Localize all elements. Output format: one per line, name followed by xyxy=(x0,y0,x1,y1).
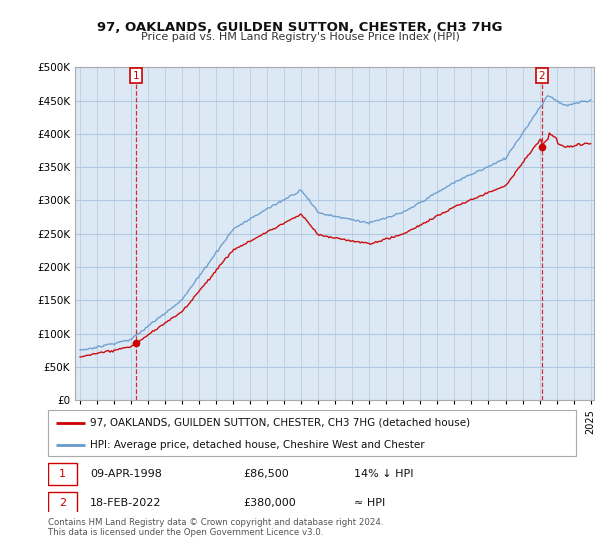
Text: 2: 2 xyxy=(538,71,545,81)
Text: 18-FEB-2022: 18-FEB-2022 xyxy=(90,498,162,508)
Text: 1: 1 xyxy=(59,469,66,479)
Text: 1: 1 xyxy=(133,71,139,81)
Text: £380,000: £380,000 xyxy=(244,498,296,508)
Text: 97, OAKLANDS, GUILDEN SUTTON, CHESTER, CH3 7HG (detached house): 97, OAKLANDS, GUILDEN SUTTON, CHESTER, C… xyxy=(90,418,470,428)
Text: 97, OAKLANDS, GUILDEN SUTTON, CHESTER, CH3 7HG: 97, OAKLANDS, GUILDEN SUTTON, CHESTER, C… xyxy=(97,21,503,34)
Text: 14% ↓ HPI: 14% ↓ HPI xyxy=(354,469,414,479)
Text: Contains HM Land Registry data © Crown copyright and database right 2024.
This d: Contains HM Land Registry data © Crown c… xyxy=(48,518,383,538)
Text: HPI: Average price, detached house, Cheshire West and Chester: HPI: Average price, detached house, Ches… xyxy=(90,440,425,450)
FancyBboxPatch shape xyxy=(48,463,77,486)
Text: ≈ HPI: ≈ HPI xyxy=(354,498,385,508)
Text: £86,500: £86,500 xyxy=(244,469,289,479)
FancyBboxPatch shape xyxy=(48,492,77,514)
Text: 09-APR-1998: 09-APR-1998 xyxy=(90,469,162,479)
Text: 2: 2 xyxy=(59,498,66,508)
Text: Price paid vs. HM Land Registry's House Price Index (HPI): Price paid vs. HM Land Registry's House … xyxy=(140,32,460,43)
FancyBboxPatch shape xyxy=(48,410,576,456)
